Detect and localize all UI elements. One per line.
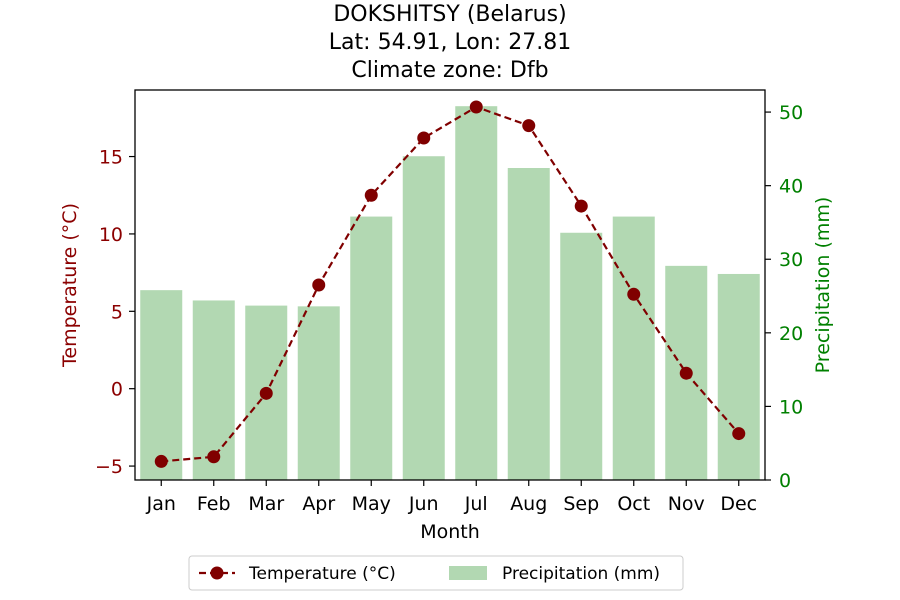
- legend-precipitation-swatch: [449, 566, 487, 580]
- precipitation-axis-label: Precipitation (mm): [812, 197, 834, 374]
- month-tick-label: Oct: [617, 493, 650, 515]
- precipitation-bar-apr: [297, 306, 340, 480]
- month-tick-label: Sep: [563, 493, 599, 515]
- month-tick-label: May: [352, 493, 391, 515]
- chart-legend: Temperature (°C) Precipitation (mm): [188, 555, 684, 591]
- precipitation-bar-feb: [192, 300, 235, 480]
- precipitation-bar-may: [350, 216, 393, 480]
- month-tick-label: Jun: [408, 493, 439, 515]
- temperature-series: [154, 100, 746, 468]
- temperature-point-dec: [732, 427, 746, 441]
- temperature-tick-label: 0: [111, 379, 123, 401]
- month-tick-label: Mar: [248, 493, 284, 515]
- temperature-line: [161, 105, 740, 463]
- legend-temperature-label: Temperature (°C): [248, 564, 396, 584]
- temperature-point-jan: [154, 454, 168, 468]
- month-tick-label: Aug: [510, 493, 547, 515]
- temperature-point-apr: [312, 278, 326, 292]
- temperature-point-mar: [259, 386, 273, 400]
- month-tick-label: Feb: [197, 493, 231, 515]
- legend-precipitation-label: Precipitation (mm): [502, 564, 660, 584]
- chart-title: DOKSHITSY (Belarus) Lat: 54.91, Lon: 27.…: [329, 2, 571, 83]
- precipitation-tick-label: 20: [779, 323, 803, 345]
- title-line-climate-zone: Climate zone: Dfb: [351, 58, 548, 83]
- precipitation-tick-label: 40: [779, 176, 803, 198]
- month-tick-label: Jan: [146, 493, 176, 515]
- precipitation-tick-label: 10: [779, 396, 803, 418]
- precipitation-bars: [140, 106, 760, 480]
- precipitation-bar-jan: [140, 290, 183, 480]
- precipitation-bar-aug: [507, 168, 550, 480]
- month-axis: Jan Feb Mar Apr May Jun Jul Aug Sep Oct Nov Dec: [146, 480, 757, 515]
- precipitation-bar-dec: [717, 273, 760, 480]
- temperature-axis-label: Temperature (°C): [59, 203, 81, 368]
- temperature-tick-label: −5: [95, 456, 123, 478]
- precipitation-tick-label: 50: [779, 102, 803, 124]
- temperature-point-feb: [207, 450, 221, 464]
- temperature-axis: −5 0 5 10 15: [95, 147, 135, 478]
- temperature-point-oct: [627, 287, 641, 301]
- precipitation-bar-jun: [402, 156, 445, 480]
- temperature-point-jul: [469, 100, 483, 114]
- month-tick-label: Dec: [720, 493, 757, 515]
- month-tick-label: Jul: [464, 493, 488, 515]
- title-line-coordinates: Lat: 54.91, Lon: 27.81: [329, 30, 571, 55]
- precipitation-tick-label: 0: [779, 470, 791, 492]
- precipitation-bar-sep: [560, 232, 603, 480]
- temperature-point-nov: [679, 366, 693, 380]
- plot-frame: [134, 89, 766, 481]
- month-tick-label: Nov: [668, 493, 705, 515]
- precipitation-bar-oct: [612, 216, 655, 480]
- temperature-point-jun: [417, 131, 431, 145]
- temperature-tick-label: 5: [111, 301, 123, 323]
- precipitation-tick-label: 30: [779, 249, 803, 271]
- precipitation-axis: 0 10 20 30 40 50: [765, 102, 803, 492]
- precipitation-bar-jul: [455, 106, 498, 480]
- legend-temperature-marker: [210, 566, 224, 580]
- temperature-tick-label: 10: [99, 224, 123, 246]
- temperature-point-sep: [574, 199, 588, 213]
- month-tick-label: Apr: [302, 493, 335, 515]
- x-axis-label: Month: [420, 521, 480, 543]
- temperature-tick-label: 15: [99, 147, 123, 169]
- legend-frame: [188, 555, 684, 591]
- title-line-station: DOKSHITSY (Belarus): [333, 2, 566, 27]
- temperature-point-may: [364, 188, 378, 202]
- temperature-point-aug: [522, 119, 536, 133]
